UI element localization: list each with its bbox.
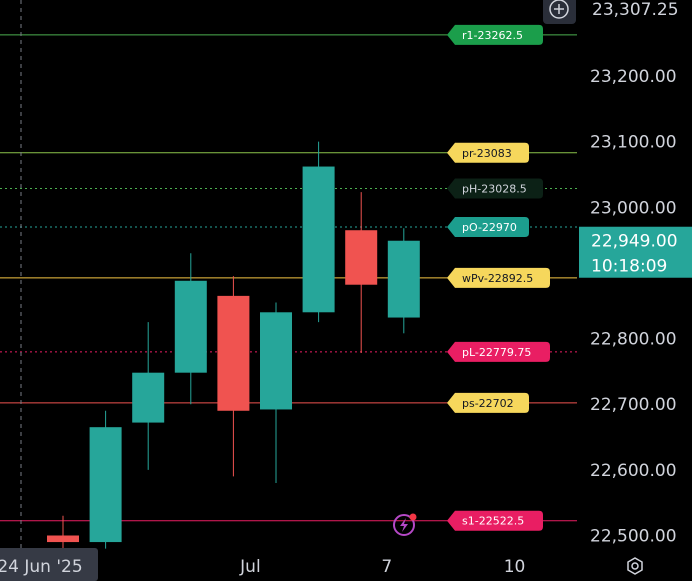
candle [302, 141, 335, 323]
candle [387, 228, 420, 334]
settings-icon[interactable] [627, 557, 643, 575]
x-tick-label: 7 [381, 557, 392, 577]
level-badge: pH-23028.5 [447, 178, 543, 199]
candle-body [174, 280, 207, 373]
y-tick-label: 23,100.00 [590, 133, 677, 153]
y-top-label: 23,307.25 [592, 0, 679, 20]
y-tick-label: 23,200.00 [590, 67, 677, 87]
x-axis[interactable]: 24 Jun '25 Jul 7 10 [0, 548, 525, 581]
candle-body [387, 240, 420, 318]
current-price-label: 22,949.00 [591, 232, 678, 252]
level-badge-label: pr-23083 [462, 147, 512, 160]
y-tick-label: 22,500.00 [590, 527, 677, 547]
x-cursor-label: 24 Jun '25 [0, 548, 98, 581]
y-tick-label: 23,000.00 [590, 198, 677, 218]
level-badge-label: s1-22522.5 [462, 515, 524, 528]
level-badge: pr-23083 [447, 142, 529, 163]
candle [132, 322, 165, 470]
candle [174, 253, 207, 405]
candles-layer [47, 141, 420, 549]
candle-body [47, 535, 79, 543]
level-badge-shape [447, 216, 529, 237]
current-price-badge: 22,949.00 10:18:09 [579, 226, 692, 278]
candle-body [345, 230, 378, 285]
level-badge-shape [447, 392, 529, 413]
level-badge-label: r1-23262.5 [462, 29, 523, 42]
y-tick-label: 22,700.00 [590, 395, 677, 415]
candle-body [302, 166, 335, 313]
countdown-label: 10:18:09 [591, 257, 667, 277]
level-badge-label: pH-23028.5 [462, 183, 527, 196]
y-tick-label: 22,600.00 [590, 461, 677, 481]
level-badge-shape [447, 341, 550, 362]
level-badge: r1-23262.5 [447, 24, 543, 45]
y-axis[interactable]: 22,500.00 22,600.00 22,700.00 22,800.00 23,0… [579, 0, 692, 547]
candle-body [217, 295, 250, 411]
level-badge-shape [447, 510, 543, 531]
candle-body [89, 427, 122, 543]
x-tick-label: Jul [239, 557, 261, 577]
candle-body [260, 312, 292, 410]
candle [89, 410, 122, 549]
candle [260, 302, 292, 483]
level-badge: ps-22702 [447, 392, 529, 413]
level-badge-label: wPv-22892.5 [462, 272, 533, 285]
level-badge: s1-22522.5 [447, 510, 543, 531]
level-badge-label: ps-22702 [462, 397, 514, 410]
level-badge-label: pL-22779.75 [462, 346, 531, 359]
level-badge-label: pO-22970 [462, 221, 517, 234]
level-badge: pL-22779.75 [447, 341, 550, 362]
badges-layer: r1-23262.5 pr-23083 pH-23028.5 pO-22970 wPv-… [447, 24, 550, 531]
y-tick-label: 22,800.00 [590, 330, 677, 350]
level-badge-shape [447, 142, 529, 163]
level-badge: wPv-22892.5 [447, 267, 550, 288]
x-tick-label: 10 [504, 557, 526, 577]
candle [47, 515, 79, 549]
level-badge-shape [447, 178, 543, 199]
level-badge: pO-22970 [447, 216, 529, 237]
level-badge-shape [447, 24, 543, 45]
candle [345, 192, 378, 353]
x-cursor-text: 24 Jun '25 [0, 557, 83, 577]
candle-body [132, 372, 165, 423]
level-badge-shape [447, 267, 550, 288]
candle [217, 276, 250, 477]
add-circle-icon[interactable] [543, 0, 576, 24]
lightning-alert-icon[interactable] [393, 513, 417, 536]
